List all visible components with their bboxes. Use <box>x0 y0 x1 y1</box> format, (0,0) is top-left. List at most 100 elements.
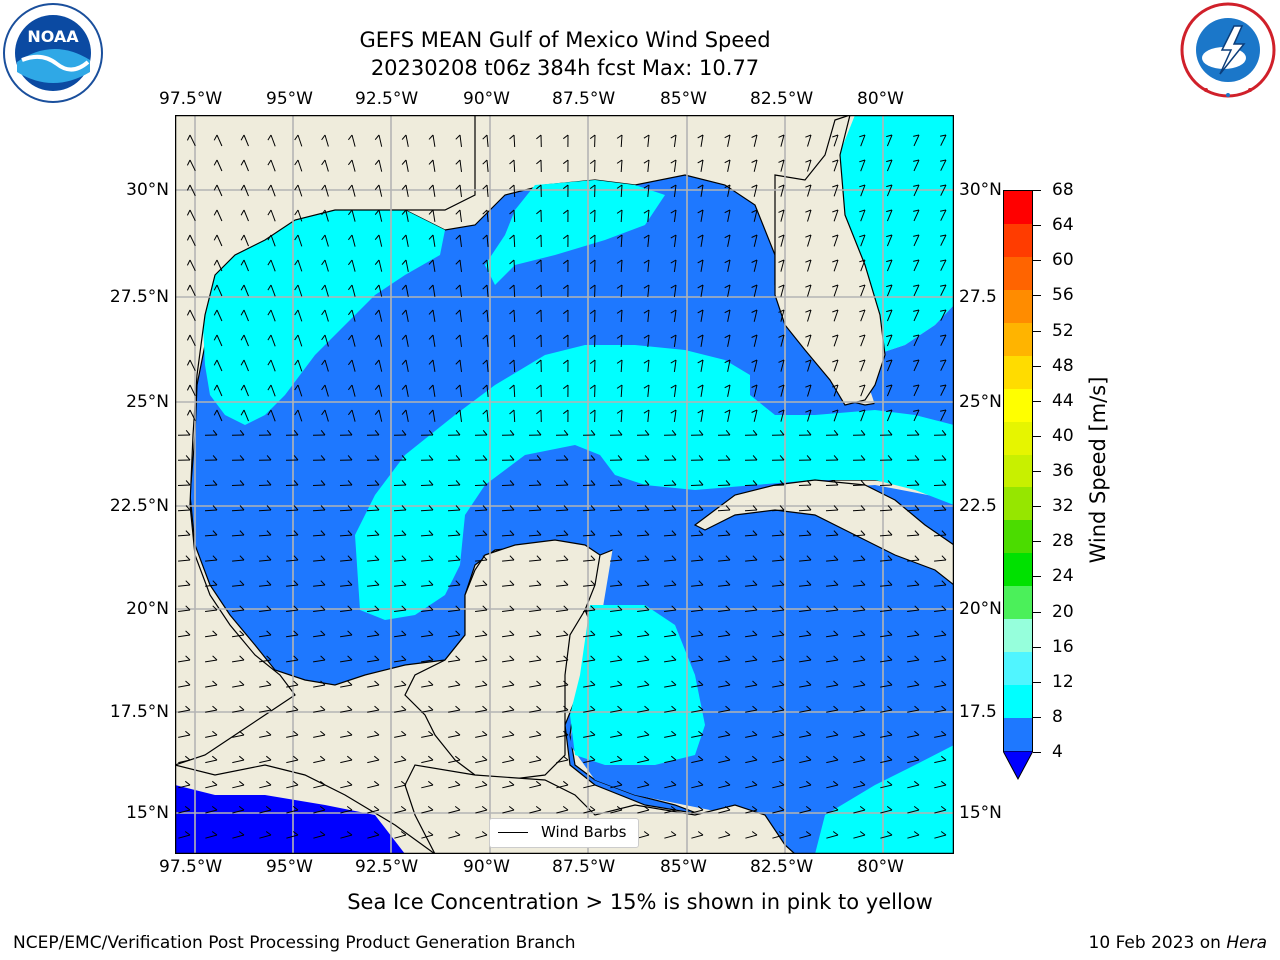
wind-barb <box>647 384 650 397</box>
wind-barb <box>798 534 812 537</box>
wind-barb <box>204 534 218 537</box>
wind-barb-flag <box>266 605 272 611</box>
wind-barb-flag <box>562 259 569 265</box>
legend-line <box>498 832 528 833</box>
wind-barb <box>448 609 461 612</box>
wind-barb-flag <box>240 159 245 166</box>
colorbar-label: Wind Speed [m/s] <box>1086 376 1110 564</box>
wind-barb-flag <box>806 705 812 711</box>
wind-barb <box>178 584 191 587</box>
wind-barb <box>394 759 407 764</box>
wind-barb-flag <box>211 806 218 811</box>
wind-barb <box>647 409 650 422</box>
wind-barb-flag <box>186 359 191 366</box>
wind-barb-flag <box>374 134 380 141</box>
wind-barb-flag <box>481 806 488 811</box>
wind-barb-flag <box>886 831 893 836</box>
wind-barb-flag <box>184 806 191 811</box>
wind-barb <box>673 134 677 147</box>
wind-barb-flag <box>941 630 947 636</box>
wind-barb-flag <box>347 655 353 661</box>
wind-barb <box>351 159 356 172</box>
wind-barb <box>583 734 596 738</box>
lon-tick-bottom: 97.5°W <box>159 857 223 877</box>
wind-barb <box>620 309 623 323</box>
wind-barb-flag <box>536 705 542 711</box>
wind-barb <box>727 359 731 372</box>
wind-barb-flag <box>616 755 623 761</box>
wind-barb-flag <box>509 655 515 661</box>
wind-barb-flag <box>886 209 893 213</box>
wind-barb <box>744 509 758 512</box>
wind-barb <box>475 684 488 688</box>
wind-barb-flag <box>482 655 488 661</box>
wind-barb-flag <box>913 780 920 786</box>
wind-barb-flag <box>697 209 704 214</box>
wind-barb-flag <box>698 655 704 661</box>
wind-barb-flag <box>319 806 326 811</box>
west-coast-land <box>175 115 476 766</box>
wind-barb <box>312 509 326 512</box>
wind-barb <box>204 484 218 486</box>
wind-barb-flag <box>590 705 596 711</box>
wind-barb <box>178 609 191 612</box>
wind-barb <box>647 359 650 372</box>
colorbar-tick-mark <box>1033 295 1041 297</box>
wind-barb <box>232 684 245 688</box>
wind-barb-flag <box>886 184 893 188</box>
wind-barb <box>367 559 380 562</box>
wind-barb <box>486 309 489 322</box>
wind-barb-flag <box>589 309 596 315</box>
wind-barb-flag <box>186 309 191 316</box>
wind-barb-flag <box>913 259 920 262</box>
wind-barb-flag <box>293 630 299 636</box>
wind-barb-flag <box>428 505 434 511</box>
wind-barb-flag <box>346 780 353 786</box>
wind-barb-flag <box>185 705 191 711</box>
wind-barb-flag <box>482 359 488 365</box>
wind-barb <box>780 184 785 197</box>
wind-barb-flag <box>805 284 812 288</box>
wind-barb-flag <box>886 259 893 263</box>
svg-text:NOAA: NOAA <box>27 27 79 46</box>
wind-barb <box>313 784 326 789</box>
noaa-logo: NOAA <box>2 2 104 104</box>
wind-barb <box>459 359 462 372</box>
wind-barb-flag <box>401 680 407 686</box>
wind-barb-flag <box>724 309 731 314</box>
wind-barb <box>258 484 272 486</box>
wind-barb-flag <box>806 630 812 636</box>
colorbar-tick-mark <box>1033 576 1041 578</box>
wind-barb <box>285 534 299 537</box>
wind-barb <box>913 184 920 197</box>
wind-barb <box>231 509 245 512</box>
wind-barbs <box>177 134 947 839</box>
wind-barb <box>367 584 380 587</box>
wind-barb-flag <box>321 184 326 191</box>
wind-barb <box>297 234 303 247</box>
wind-barb <box>727 134 731 147</box>
wind-barb-flag <box>914 730 920 736</box>
wind-barb-flag <box>482 409 488 415</box>
colorbar-tick-label: 28 <box>1052 531 1074 552</box>
wind-barb <box>620 134 623 148</box>
wind-barb <box>799 709 812 713</box>
wind-barb-flag <box>320 705 326 711</box>
wind-barb <box>637 559 650 562</box>
wind-barb <box>529 609 542 612</box>
wind-barb <box>826 709 839 713</box>
wind-barb-flag <box>590 455 596 461</box>
wind-barb <box>826 834 839 839</box>
wind-barb-flag <box>267 234 272 241</box>
wind-barb-flag <box>454 831 461 836</box>
wind-barb <box>799 684 812 688</box>
colorbar-tick-label: 32 <box>1052 496 1074 517</box>
wind-barb-flag <box>213 184 218 191</box>
wind-barb-flag <box>185 655 191 661</box>
wind-barb-flag <box>886 309 893 313</box>
wind-barb-flag <box>887 705 893 711</box>
wind-barb-flag <box>213 259 218 266</box>
wind-barb-flag <box>240 309 245 316</box>
wind-barb <box>637 634 650 638</box>
wind-barb <box>826 659 839 663</box>
